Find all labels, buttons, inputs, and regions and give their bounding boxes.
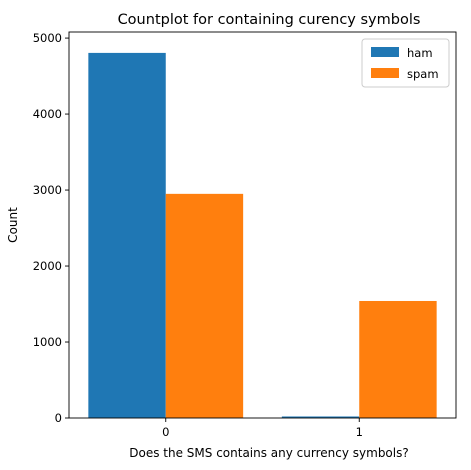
bar-ham-0 (88, 52, 166, 419)
y-tick-label: 0 (55, 411, 62, 425)
bars (88, 52, 437, 419)
bar-ham-1 (281, 416, 360, 418)
bar-spam-0 (165, 193, 244, 418)
x-axis-label: Does the SMS contains any currency symbo… (129, 446, 408, 460)
y-tick-label: 1000 (33, 335, 62, 349)
legend-label-spam: spam (407, 67, 439, 81)
y-tick-label: 4000 (33, 107, 62, 121)
legend: ham spam (361, 38, 450, 88)
legend-swatch-spam (371, 68, 399, 78)
bar-spam-1 (359, 300, 437, 418)
chart-title: Countplot for containing curency symbols (118, 12, 421, 28)
y-tick-label: 3000 (33, 183, 62, 197)
x-tick-label: 0 (162, 425, 169, 439)
y-axis: 0 1000 2000 3000 4000 5000 (33, 31, 69, 425)
legend-label-ham: ham (407, 46, 433, 60)
plot-frame (68, 31, 457, 419)
legend-swatch-ham (371, 47, 399, 57)
x-tick-label: 1 (356, 425, 363, 439)
y-tick-label: 5000 (33, 31, 62, 45)
y-tick-label: 2000 (33, 259, 62, 273)
y-axis-label: Count (6, 207, 20, 243)
